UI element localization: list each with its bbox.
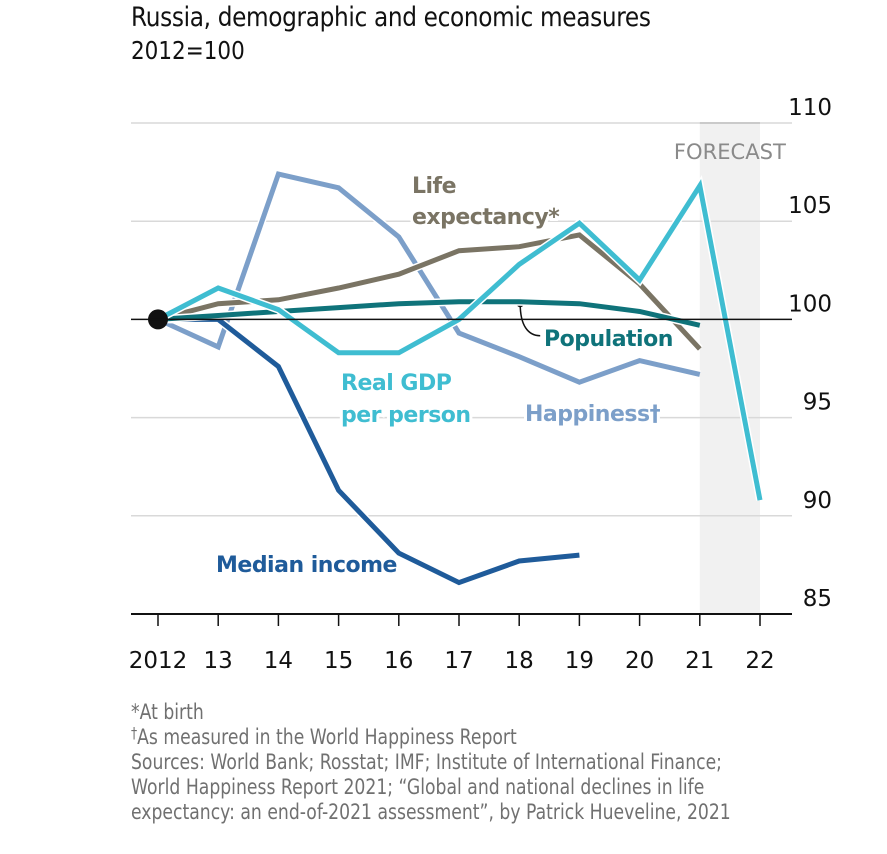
- population-connector-line: [519, 303, 541, 337]
- y-tick-label-85: 85: [803, 586, 832, 612]
- series-line-happiness: [156, 171, 701, 385]
- x-tick-label-2016: 16: [384, 648, 413, 674]
- chart-subtitle: 2012=100: [131, 36, 245, 65]
- footnote-at-birth: *At birth: [131, 700, 204, 724]
- y-tick-label-110: 110: [788, 95, 832, 121]
- y-tick-label-90: 90: [803, 488, 832, 514]
- x-tick-label-2018: 18: [505, 648, 534, 674]
- x-tick-label-2021: 21: [685, 648, 714, 674]
- x-tick-label-2014: 14: [264, 648, 293, 674]
- sources-line-1: Sources: World Bank; Rosstat; IMF; Insti…: [131, 750, 722, 774]
- series-line-median-income: [158, 316, 580, 586]
- x-tick-label-2020: 20: [625, 648, 654, 674]
- footnote-happiness: †As measured in the World Happiness Repo…: [131, 725, 731, 750]
- label-median-income-line-1: Median income: [216, 553, 397, 578]
- x-tick-label-2017: 17: [444, 648, 473, 674]
- gridlines: [131, 122, 792, 517]
- x-tick-label-2015: 15: [324, 648, 353, 674]
- dagger-mark: †: [131, 724, 138, 742]
- x-tick-label-2022: 22: [745, 648, 774, 674]
- label-life-expectancy-line-2: expectancy*: [412, 205, 560, 230]
- forecast-band: [699, 123, 760, 614]
- x-tick-label-2012: 2012: [129, 648, 188, 674]
- axes: 85 90 95 100 105 110 2012 13 14 15 16 17 18 19 20 21 22: [129, 95, 832, 674]
- label-real-gdp-line-1: Real GDP: [341, 371, 452, 396]
- forecast-label: FORECAST: [674, 140, 786, 164]
- line-chart: FORECAST Life expectancy* Real GDP per pers…: [129, 95, 832, 674]
- sources-line-2: World Happiness Report 2021; “Global and…: [131, 775, 705, 799]
- series-labels: Life expectancy* Real GDP per person Happine…: [213, 171, 676, 581]
- series-line-population: [157, 299, 701, 328]
- label-happiness-line-1: Happiness†: [525, 402, 661, 427]
- footnotes: *At birth †As measured in the World Happ…: [131, 700, 731, 825]
- y-tick-label-100: 100: [788, 291, 832, 317]
- sources-line-3: expectancy: an end-of-2021 assessment”, …: [131, 800, 731, 824]
- label-population-line-1: Population: [544, 327, 673, 352]
- x-tick-label-2019: 19: [565, 648, 594, 674]
- chart-title: Russia, demographic and economic measure…: [131, 2, 651, 33]
- footnote-happiness-text: As measured in the World Happiness Repor…: [137, 725, 517, 749]
- label-real-gdp-line-2: per person: [341, 403, 471, 428]
- label-life-expectancy-line-1: Life: [412, 174, 456, 199]
- y-tick-label-95: 95: [803, 390, 832, 416]
- forecast-band-layer: FORECAST: [674, 122, 786, 614]
- y-tick-label-105: 105: [788, 193, 832, 219]
- x-tick-label-2013: 13: [204, 648, 233, 674]
- series-lines: [148, 169, 764, 587]
